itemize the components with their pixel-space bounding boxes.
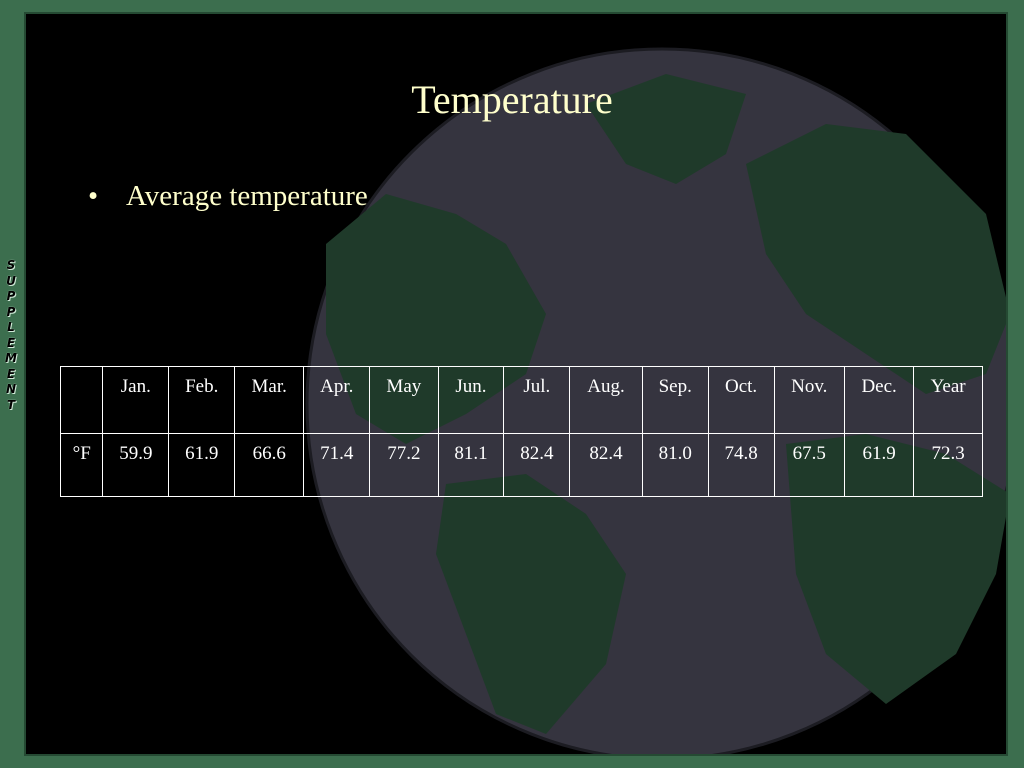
value-cell: 61.9 (168, 433, 236, 497)
header-cell: Sep. (641, 366, 709, 434)
value-cell: 81.1 (437, 433, 505, 497)
value-cell: 67.5 (773, 433, 846, 497)
value-cell: 66.6 (234, 433, 305, 497)
bullet-item: • Average temperature (88, 180, 368, 212)
value-cell: 77.2 (369, 433, 439, 497)
value-cell: 82.4 (569, 433, 643, 497)
header-cell: Oct. (707, 366, 775, 434)
value-cell: 81.0 (641, 433, 709, 497)
header-cell: Nov. (773, 366, 846, 434)
header-cell: Feb. (168, 366, 236, 434)
value-cell: 72.3 (913, 433, 983, 497)
header-cell: Aug. (569, 366, 643, 434)
header-cell: Apr. (303, 366, 371, 434)
value-cell: 71.4 (303, 433, 371, 497)
header-cell: Dec. (844, 366, 915, 434)
temperature-table: Jan. Feb. Mar. Apr. May Jun. Jul. Aug. Sep. Oct. N… (59, 366, 983, 497)
row-label: °F (59, 433, 104, 497)
bullet-text: Average temperature (126, 180, 368, 212)
value-row: °F 59.9 61.9 66.6 71.4 77.2 81.1 82.4 82.4 81.0 74… (59, 433, 983, 497)
slide-title: Temperature (411, 77, 613, 122)
header-cell: Jan. (102, 366, 170, 434)
header-cell: Jun. (437, 366, 505, 434)
corner-cell (59, 366, 104, 434)
side-label: SUPPLEMENT (5, 258, 17, 412)
header-cell: May (369, 366, 439, 434)
header-cell: Mar. (234, 366, 305, 434)
value-cell: 59.9 (102, 433, 170, 497)
header-cell: Year (913, 366, 983, 434)
value-cell: 74.8 (707, 433, 775, 497)
header-cell: Jul. (503, 366, 571, 434)
header-row: Jan. Feb. Mar. Apr. May Jun. Jul. Aug. Sep. Oct. N… (59, 366, 983, 434)
value-cell: 61.9 (844, 433, 915, 497)
value-cell: 82.4 (503, 433, 571, 497)
